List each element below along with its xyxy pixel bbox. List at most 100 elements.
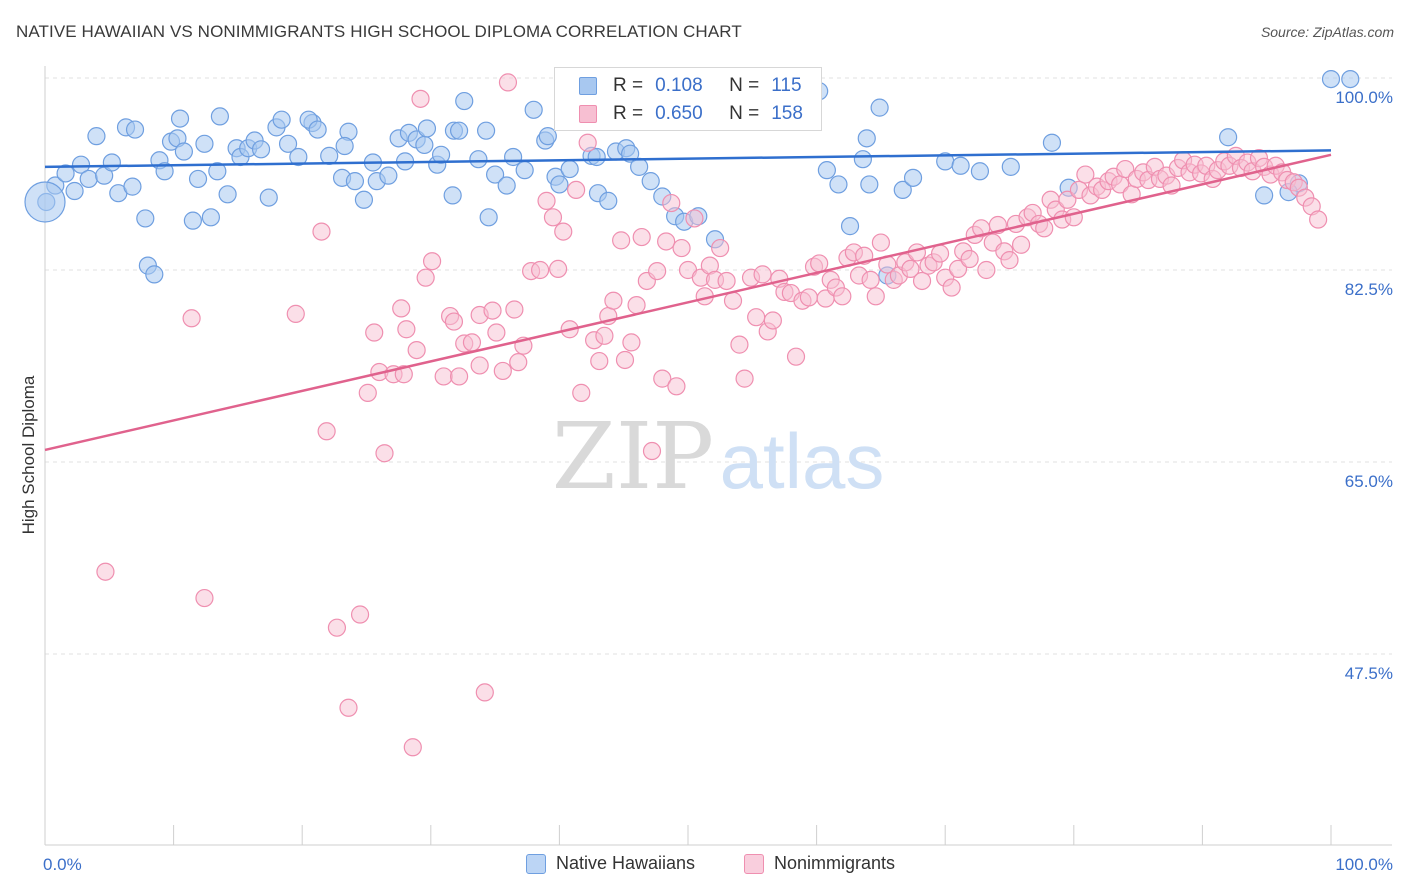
data-point <box>560 159 579 179</box>
data-point <box>866 287 885 306</box>
data-point <box>604 291 623 310</box>
data-point <box>763 311 782 330</box>
data-point <box>444 312 464 331</box>
legend-item-native-hawaiians[interactable]: Native Hawaiians <box>526 853 695 874</box>
data-point <box>1001 157 1020 176</box>
data-point <box>1321 69 1341 89</box>
data-point <box>350 605 370 624</box>
data-point <box>730 335 749 354</box>
data-point <box>407 340 426 360</box>
data-point <box>630 157 649 176</box>
r-value: 0.108 <box>655 75 703 96</box>
data-point <box>174 142 193 161</box>
data-point <box>753 265 772 284</box>
data-point <box>431 145 451 164</box>
data-point <box>375 444 394 463</box>
data-point <box>685 209 704 228</box>
data-point <box>96 562 115 581</box>
data-point <box>509 353 528 372</box>
n-label: N = <box>729 75 760 96</box>
data-point <box>672 238 691 258</box>
data-point <box>632 227 651 247</box>
data-point <box>747 308 766 327</box>
data-point <box>903 168 923 187</box>
data-point <box>861 270 880 289</box>
data-point <box>218 185 237 204</box>
data-point <box>711 238 730 258</box>
r-label: R = <box>613 75 644 96</box>
data-point <box>960 249 979 269</box>
data-point <box>136 209 155 228</box>
data-point <box>392 299 411 318</box>
x-tick-label: 100.0% <box>1335 855 1393 874</box>
data-point <box>416 268 435 287</box>
data-point <box>195 134 214 153</box>
data-point <box>278 134 298 153</box>
y-tick-label: 82.5% <box>1345 280 1393 299</box>
data-point <box>183 211 202 230</box>
data-point <box>312 222 331 241</box>
data-point <box>493 361 512 381</box>
legend-item-nonimmigrants[interactable]: Nonimmigrants <box>744 853 895 874</box>
data-point <box>840 217 860 236</box>
data-point <box>195 588 214 608</box>
data-point <box>188 169 208 189</box>
data-point <box>622 333 641 352</box>
data-point <box>662 193 681 213</box>
watermark-zip: ZIP <box>552 403 714 510</box>
legend-label-nonimmigrants: Nonimmigrants <box>774 853 896 873</box>
swatch-native-hawaiians <box>579 77 597 95</box>
data-point <box>87 127 106 146</box>
y-axis-label: High School Diploma <box>19 375 38 535</box>
y-tick-label: 65.0% <box>1345 472 1393 491</box>
data-point <box>320 146 339 165</box>
r-label: R = <box>613 103 644 124</box>
data-point <box>483 301 502 320</box>
data-point <box>860 175 879 194</box>
data-point <box>1076 165 1095 184</box>
legend-label-native-hawaiians: Native Hawaiians <box>556 853 696 873</box>
data-point <box>587 147 606 167</box>
data-point <box>1058 190 1077 209</box>
data-point <box>799 288 818 307</box>
data-point <box>1309 210 1328 229</box>
data-point <box>469 150 488 169</box>
trend-line-native-hawaiians <box>44 149 1332 169</box>
data-point <box>942 278 961 297</box>
data-point <box>182 309 201 328</box>
data-point <box>251 140 271 159</box>
data-point <box>56 164 75 183</box>
data-point <box>155 162 174 181</box>
data-point <box>79 169 98 189</box>
data-point <box>365 323 384 342</box>
data-point <box>786 347 806 366</box>
data-point <box>201 208 220 227</box>
chart-title: NATIVE HAWAIIAN VS NONIMMIGRANTS HIGH SC… <box>16 22 742 41</box>
data-point <box>354 190 374 209</box>
n-value: 115 <box>771 75 802 96</box>
gridlines <box>45 77 1392 655</box>
data-point <box>417 119 437 138</box>
n-value: 158 <box>771 103 803 124</box>
data-point <box>857 129 876 148</box>
data-point <box>411 89 430 108</box>
data-point <box>415 135 434 155</box>
data-point <box>449 367 469 386</box>
data-point <box>1255 186 1274 205</box>
data-point <box>123 177 142 196</box>
data-point <box>308 120 327 139</box>
series-nonimmigrants <box>96 73 1328 757</box>
x-tick-label: 0.0% <box>43 855 82 874</box>
stats-row-nonimmigrants: R = 0.650 N = 158 <box>579 102 803 126</box>
data-point <box>642 441 662 461</box>
data-point <box>1341 69 1360 89</box>
y-tick-label: 100.0% <box>1335 88 1393 107</box>
data-point <box>208 162 227 181</box>
data-point <box>470 356 489 375</box>
data-point <box>572 383 591 402</box>
data-point <box>717 271 736 291</box>
data-point <box>612 231 631 250</box>
data-point <box>486 165 505 184</box>
data-point <box>810 254 829 273</box>
